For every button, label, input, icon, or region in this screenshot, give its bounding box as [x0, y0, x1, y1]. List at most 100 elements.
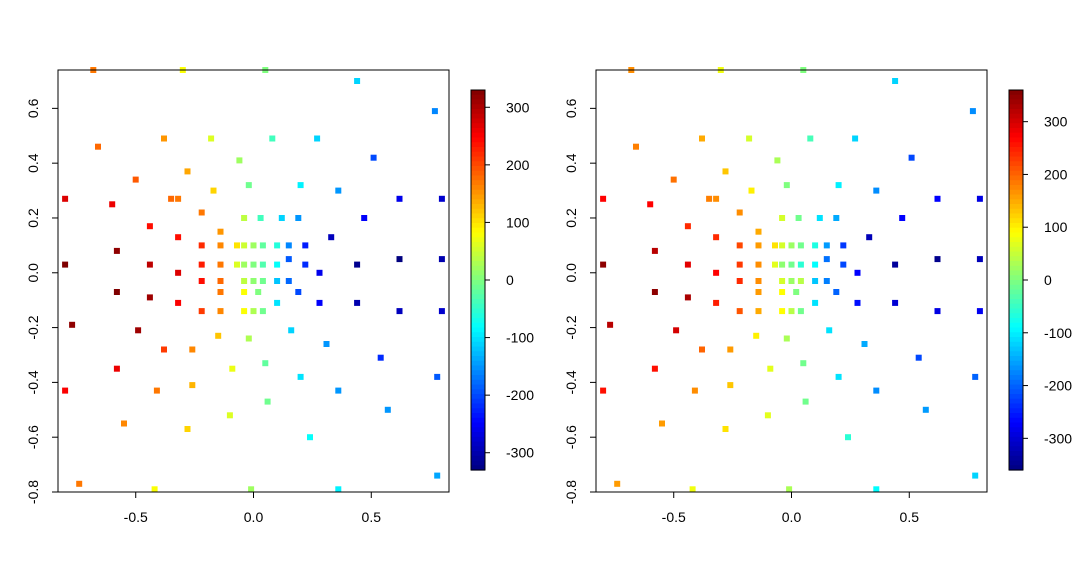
colorbar-segment — [471, 204, 485, 210]
x-axis: -0.5 0.0 0.5 — [124, 492, 382, 525]
data-point — [699, 135, 705, 142]
colorbar-segment — [1009, 422, 1023, 428]
data-point — [788, 242, 795, 249]
data-point — [866, 234, 873, 241]
data-point — [892, 299, 899, 306]
data-point — [753, 332, 760, 339]
data-point — [835, 373, 842, 380]
colorbar-segment — [471, 261, 485, 267]
data-point — [976, 195, 983, 202]
data-point — [316, 299, 323, 306]
data-point — [788, 261, 795, 268]
colorbar-tick-label: -300 — [1044, 430, 1072, 446]
data-point — [873, 387, 880, 394]
data-point — [316, 269, 323, 276]
colorbar-segment — [1009, 284, 1023, 291]
colorbar-segment — [1009, 294, 1023, 300]
data-point — [788, 308, 795, 315]
data-point — [812, 261, 819, 268]
data-point — [816, 215, 823, 221]
data-point — [722, 426, 729, 432]
x-tick-label: 0.5 — [362, 509, 382, 525]
data-point — [314, 135, 321, 142]
colorbar-segment — [1009, 346, 1023, 352]
data-point — [786, 486, 793, 493]
colorbar-segment — [1009, 417, 1023, 424]
colorbar-segment — [1009, 370, 1023, 376]
colorbar-segment — [1009, 303, 1023, 310]
colorbar-segment — [471, 280, 485, 286]
colorbar-segment — [1009, 151, 1023, 158]
data-point — [748, 187, 755, 194]
data-point — [934, 195, 941, 202]
colorbar-segment — [1009, 280, 1023, 286]
colorbar-segment — [471, 90, 485, 96]
colorbar-segment — [1009, 123, 1023, 129]
data-point — [614, 480, 621, 487]
data-point — [396, 308, 403, 315]
colorbar-segment — [471, 156, 485, 162]
data-point — [755, 242, 762, 249]
colorbar-segment — [1009, 189, 1023, 196]
data-point — [713, 195, 720, 202]
data-point — [713, 234, 720, 241]
colorbar-segment — [471, 313, 485, 319]
y-axis: -0.8 -0.6 -0.4 -0.2 0.0 0.2 0.4 0.6 — [25, 98, 58, 504]
data-point — [278, 215, 285, 221]
data-point — [370, 154, 377, 161]
data-point — [684, 223, 691, 230]
colorbar-segment — [1009, 204, 1023, 210]
y-tick-label: -0.4 — [563, 370, 579, 394]
data-point — [226, 412, 233, 419]
colorbar-segment — [1009, 389, 1023, 395]
data-point — [269, 135, 276, 142]
data-point — [236, 157, 243, 164]
data-point — [795, 215, 802, 221]
colorbar-segment — [471, 322, 485, 329]
colorbar-segment — [471, 394, 485, 400]
colorbar-segment — [471, 294, 485, 300]
colorbar-segment — [1009, 460, 1023, 466]
data-point — [797, 278, 804, 284]
colorbar-segment — [471, 332, 485, 338]
colorbar-segment — [1009, 365, 1023, 371]
colorbar-segment — [1009, 384, 1023, 390]
colorbar-segment — [471, 303, 485, 310]
colorbar-segment — [471, 251, 485, 257]
y-tick-label: -0.4 — [25, 370, 41, 394]
data-point — [434, 472, 441, 479]
colorbar-segment — [471, 109, 485, 115]
colorbar-segment — [471, 185, 485, 191]
data-point — [812, 299, 819, 306]
data-point — [245, 182, 252, 189]
data-point — [285, 278, 292, 284]
data-point — [779, 215, 786, 221]
colorbar-tick-label: 100 — [1044, 219, 1068, 235]
chart-panel-2: -0.5 0.0 0.5 -0.8 -0.6 -0.4 -0.2 0.0 0.2 0.4 0.6 30… — [563, 67, 1072, 525]
colorbar-segment — [1009, 118, 1023, 124]
data-point — [217, 261, 224, 268]
data-point — [826, 327, 833, 334]
colorbar-segment — [1009, 170, 1023, 177]
data-point — [396, 256, 403, 263]
colorbar-segment — [1009, 208, 1023, 215]
data-point — [328, 234, 335, 241]
data-point — [62, 387, 69, 394]
data-point — [241, 278, 248, 284]
data-point — [823, 278, 830, 284]
colorbar-segment — [1009, 237, 1023, 243]
colorbar-segment — [471, 337, 485, 343]
colorbar-segment — [471, 379, 485, 386]
colorbar-segment — [1009, 379, 1023, 386]
colorbar-tick-label: 0 — [1044, 272, 1052, 288]
data-point — [755, 278, 762, 284]
colorbar-segment — [471, 94, 485, 101]
data-point — [793, 289, 800, 295]
y-tick-label: 0.4 — [25, 153, 41, 173]
colorbar-segment — [471, 403, 485, 409]
data-point — [833, 215, 840, 221]
data-point — [217, 289, 224, 295]
data-point — [972, 472, 979, 479]
y-tick-label: -0.6 — [563, 425, 579, 449]
data-point — [736, 261, 743, 268]
